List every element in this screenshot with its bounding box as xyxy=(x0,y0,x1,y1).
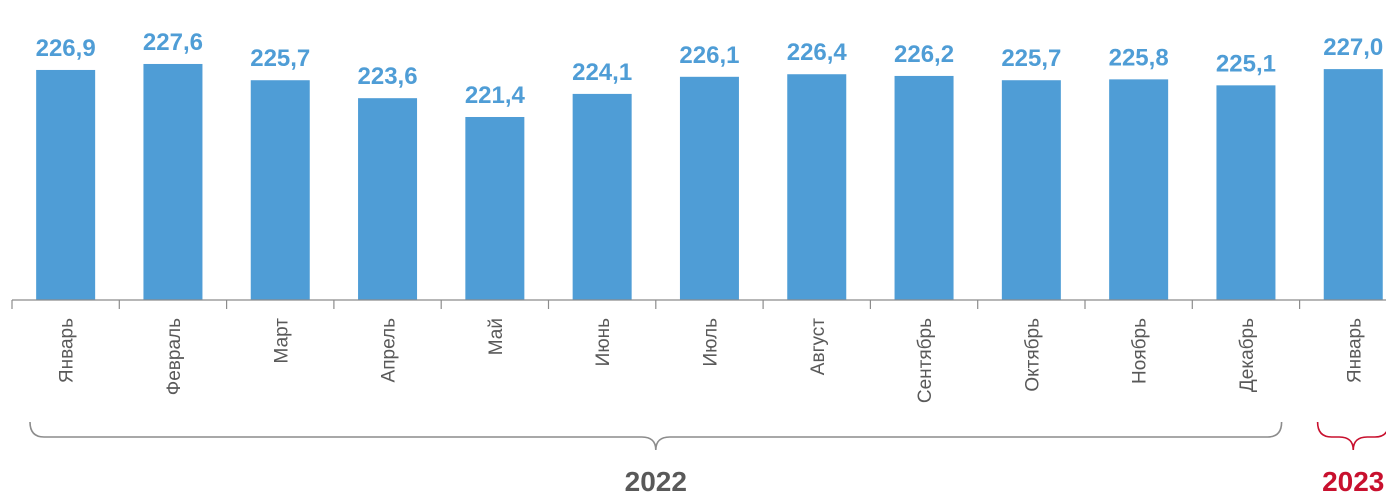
x-tick-label-2: Февраль xyxy=(164,318,185,395)
bar-1 xyxy=(36,69,96,300)
x-tick-label-12: Декабрь xyxy=(1237,318,1258,392)
bar-7 xyxy=(679,76,739,300)
bar-12 xyxy=(1216,85,1276,301)
bar-13 xyxy=(1323,69,1383,300)
bar-8 xyxy=(787,74,847,300)
x-tick-label-13: Январь xyxy=(1344,318,1365,383)
value-labels-layer: 226,9 227,6 225,7 223,6 221,4 224,1 226,1 226,4… xyxy=(36,29,1384,109)
x-ticks-layer xyxy=(11,300,1301,309)
value-label-5: 221,4 xyxy=(465,82,526,109)
x-tick-label-6: Июнь xyxy=(593,318,614,366)
value-label-8: 226,4 xyxy=(787,39,848,66)
year-label-2022: 2022 xyxy=(625,466,687,495)
value-label-11: 225,8 xyxy=(1109,44,1169,71)
x-tick-label-10: Октябрь xyxy=(1022,318,1043,392)
bar-2 xyxy=(143,63,203,300)
bar-4 xyxy=(358,98,418,300)
x-tick-labels-layer: Январь Февраль Март Апрель Май Июнь Июль Август… xyxy=(57,318,1366,403)
value-label-13: 227,0 xyxy=(1323,34,1383,61)
bar-3 xyxy=(250,80,310,300)
bar-5 xyxy=(465,116,525,300)
bar-10 xyxy=(1001,80,1061,300)
year-brace-2023 xyxy=(1316,421,1386,451)
x-tick-label-7: Июль xyxy=(700,318,721,367)
x-tick-label-11: Ноябрь xyxy=(1130,318,1151,384)
x-tick-label-1: Январь xyxy=(57,318,78,383)
bar-6 xyxy=(572,93,632,301)
value-label-9: 226,2 xyxy=(894,41,954,68)
x-tick-label-8: Август xyxy=(808,318,829,375)
value-label-3: 225,7 xyxy=(250,45,310,72)
value-label-12: 225,1 xyxy=(1216,50,1276,77)
bar-11 xyxy=(1109,79,1169,301)
bar-9 xyxy=(894,75,954,300)
value-label-7: 226,1 xyxy=(679,42,739,69)
x-tick-label-3: Март xyxy=(271,318,292,364)
x-tick-label-9: Сентябрь xyxy=(915,318,936,403)
year-brace-2022 xyxy=(29,421,1283,451)
value-label-6: 224,1 xyxy=(572,59,632,86)
bars-layer xyxy=(36,63,1383,301)
value-label-4: 223,6 xyxy=(358,63,418,90)
value-label-10: 225,7 xyxy=(1001,45,1061,72)
value-label-1: 226,9 xyxy=(36,35,96,62)
year-label-2023: 2023 xyxy=(1322,466,1384,495)
value-label-2: 227,6 xyxy=(143,29,203,56)
year-groups-layer: 2022 2023 xyxy=(29,421,1386,495)
x-tick-label-4: Апрель xyxy=(379,318,400,383)
x-tick-label-5: Май xyxy=(486,318,507,355)
